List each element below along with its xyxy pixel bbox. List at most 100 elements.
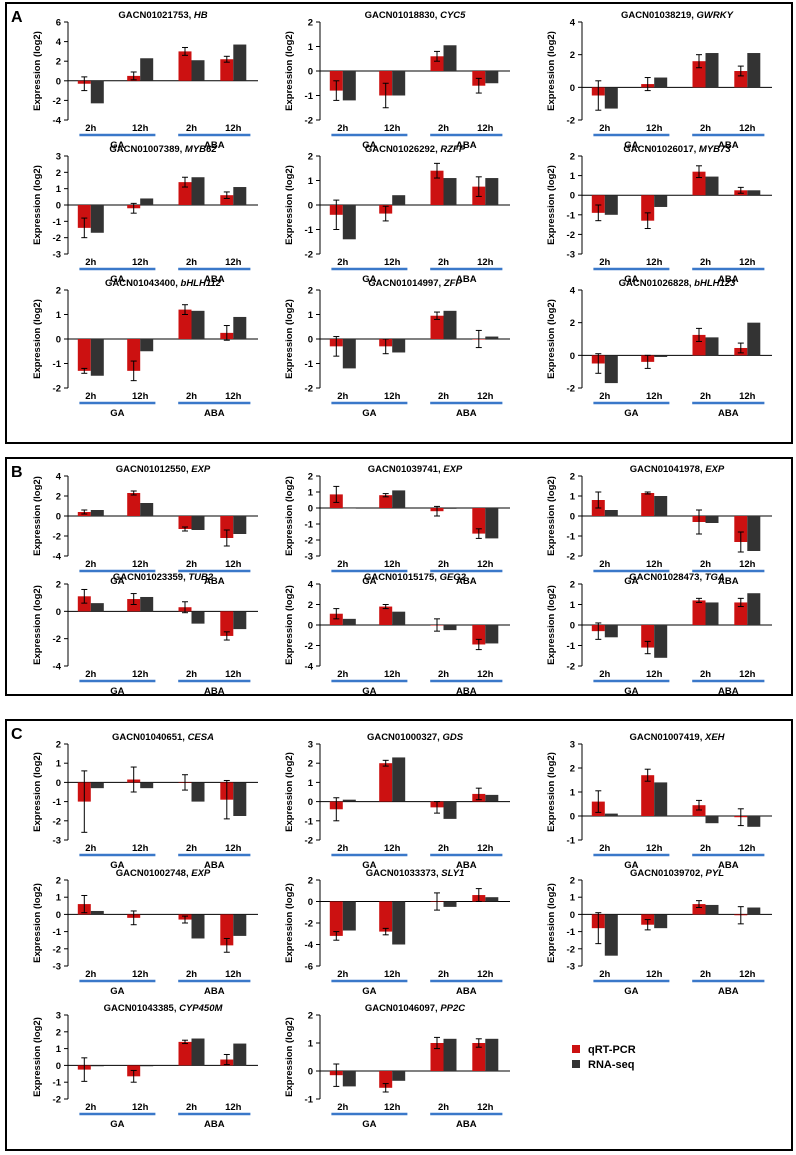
error-bar: [475, 176, 482, 197]
bar-rna-seq: [604, 813, 618, 816]
bar-rna-seq: [747, 816, 761, 827]
bar-rna-seq: [705, 176, 719, 196]
y-tick-label: 0: [56, 778, 61, 789]
x-tick-label: 2h: [337, 1102, 348, 1113]
x-tick-label: 12h: [384, 843, 401, 854]
x-tick-label: 2h: [438, 669, 449, 680]
group-label-aba: ABA: [456, 860, 477, 871]
bar-rna-seq: [392, 195, 406, 205]
chart-GACN01015175: GACN01015175, GEG2 -4 -2 0 2 4 Expression (log…: [284, 572, 510, 697]
group-label-ga: GA: [362, 860, 376, 871]
group-label-aba: ABA: [456, 1119, 477, 1130]
group-label-ga: GA: [110, 1119, 124, 1130]
bar-rna-seq: [392, 1071, 406, 1081]
panel-b-frame: B: [5, 457, 793, 696]
error-bar: [223, 631, 230, 641]
y-tick-label: -1: [53, 217, 62, 228]
bar-rna-seq: [233, 316, 247, 339]
bar-rna-seq: [485, 1038, 499, 1071]
x-tick-label: 2h: [337, 969, 348, 980]
x-tick-label: 2h: [599, 123, 610, 134]
bar-rna-seq: [604, 625, 618, 638]
x-tick-label: 2h: [337, 559, 348, 570]
bar-rna-seq: [392, 611, 406, 625]
y-axis-label: Expression (log2): [32, 476, 43, 556]
chart-GACN01038219: GACN01038219, GWRKY -2 0 2 4 Expression (log2…: [546, 10, 772, 151]
bar-rna-seq: [654, 625, 668, 658]
y-axis-label: Expression (log2): [546, 883, 557, 963]
x-tick-label: 12h: [646, 123, 663, 134]
y-axis-label: Expression (log2): [32, 1017, 43, 1097]
x-tick-label: 12h: [225, 391, 242, 402]
group-label-aba: ABA: [456, 986, 477, 997]
error-bar: [382, 604, 389, 610]
group-label-ga: GA: [110, 686, 124, 697]
y-tick-label: 1: [308, 310, 314, 321]
bar-rna-seq: [443, 45, 457, 71]
bar-qrt-pcr: [472, 625, 486, 645]
bar-rna-seq: [654, 914, 668, 929]
y-tick-label: -4: [305, 662, 314, 673]
error-bar: [696, 799, 702, 811]
x-tick-label: 12h: [739, 669, 756, 680]
bar-qrt-pcr: [178, 51, 192, 81]
y-axis-label: Expression (log2): [284, 1017, 295, 1097]
x-tick-label: 12h: [132, 969, 149, 980]
y-tick-label: 0: [308, 201, 313, 212]
y-tick-label: 1: [56, 759, 62, 770]
group-label-ga: GA: [624, 686, 638, 697]
chart-title: GACN01039741, EXP: [368, 464, 463, 475]
x-tick-label: 12h: [225, 559, 242, 570]
y-axis-label: Expression (log2): [546, 585, 557, 665]
chart-title: GACN01028473, TGA: [629, 572, 725, 583]
y-tick-label: -1: [305, 359, 314, 370]
y-tick-label: 0: [56, 76, 61, 87]
bar-qrt-pcr: [77, 339, 91, 371]
group-label-ga: GA: [624, 408, 638, 419]
group-label-ga: GA: [362, 140, 376, 151]
panel-c-frame: C: [5, 719, 793, 1151]
chart-title: GACN01007389, MYB62: [109, 144, 217, 155]
y-tick-label: 2: [308, 600, 313, 611]
bar-rna-seq: [342, 618, 356, 625]
y-tick-label: 0: [308, 797, 313, 808]
x-tick-label: 2h: [186, 969, 197, 980]
y-tick-label: 0: [570, 812, 575, 823]
panel-a-label: A: [11, 9, 23, 26]
y-axis-label: Expression (log2): [546, 752, 557, 832]
bar-qrt-pcr: [379, 495, 393, 508]
chart-GACN01002748: GACN01002748, EXP -3 -2 -1 0 1 2 Expression (lo…: [32, 868, 258, 997]
chart-GACN01026017: GACN01026017, MYB73 -3 -2 -1 0 1 2 Expression (…: [546, 144, 772, 285]
legend-label-qrt: qRT-PCR: [588, 1044, 636, 1056]
bar-rna-seq: [443, 508, 457, 509]
bar-qrt-pcr: [379, 763, 393, 802]
chart-title: GACN01040651, CESA: [112, 732, 214, 743]
y-tick-label: -1: [305, 1095, 314, 1106]
bar-rna-seq: [90, 782, 104, 789]
y-tick-label: 1: [570, 893, 576, 904]
error-bar: [223, 937, 230, 953]
bar-rna-seq: [443, 1038, 457, 1071]
bar-rna-seq: [604, 87, 618, 109]
x-tick-label: 2h: [700, 559, 711, 570]
error-bar: [81, 894, 88, 914]
error-bar: [382, 493, 389, 498]
bar-qrt-pcr: [430, 170, 444, 205]
x-tick-label: 2h: [599, 559, 610, 570]
error-bar: [182, 304, 188, 315]
error-bar: [737, 531, 744, 553]
chart-GACN01021753: GACN01021753, HB -4 -2 0 2 4 6 Expression (log2…: [32, 10, 258, 151]
chart-title: GACN01033373, SLY1: [366, 868, 465, 879]
bar-rna-seq: [191, 782, 205, 802]
error-bar: [130, 71, 137, 81]
error-bar: [182, 46, 188, 56]
y-tick-label: -4: [53, 552, 62, 563]
error-bar: [434, 311, 440, 320]
x-tick-label: 12h: [646, 669, 663, 680]
y-tick-label: 3: [56, 1011, 61, 1022]
bar-rna-seq: [747, 516, 761, 551]
error-bar: [644, 768, 651, 782]
group-label-aba: ABA: [718, 576, 739, 587]
error-bar: [182, 526, 188, 532]
